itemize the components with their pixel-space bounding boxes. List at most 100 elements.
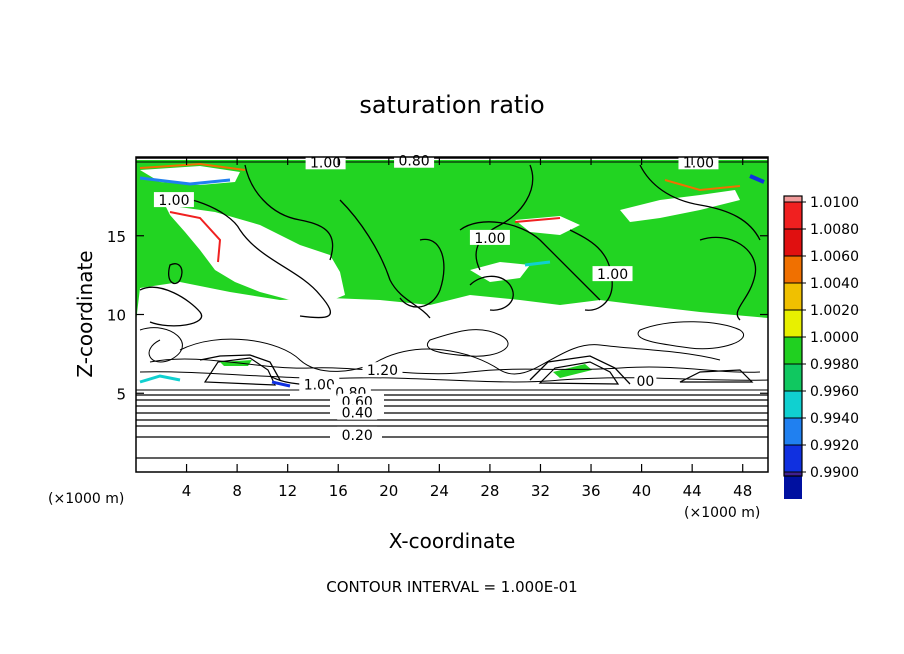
contour-line — [399, 238, 445, 308]
colorbar-swatch — [784, 256, 802, 283]
lower-edge-blue — [271, 380, 291, 388]
contour-interval-footer: CONTOUR INTERVAL = 1.000E-01 — [326, 578, 577, 596]
contour-label: 1.00 — [597, 267, 628, 283]
lower-edge-cyan — [139, 374, 181, 384]
contour-lines — [136, 157, 769, 459]
x-axis-label: X-coordinate — [389, 529, 516, 553]
colorbar-level-label: 0.9920 — [810, 438, 859, 454]
x-tick-label: 48 — [733, 482, 752, 500]
contour-label: 1.00 — [683, 155, 714, 171]
field-blue-edge-left — [139, 176, 231, 186]
contour-line — [459, 221, 601, 301]
contour-line — [179, 338, 721, 375]
contour-line — [139, 371, 769, 383]
saturation-field — [136, 160, 768, 322]
contour-line — [469, 275, 514, 311]
x-axis-unit-right: (×1000 m) — [684, 505, 760, 521]
x-tick-label: 12 — [278, 482, 297, 500]
colorbar-level-label: 1.0080 — [810, 222, 859, 238]
contour-label-bg — [337, 404, 378, 420]
field-white-patch-band — [136, 282, 768, 322]
contour-label: 1.00 — [310, 155, 341, 171]
colorbar-swatch — [784, 310, 802, 337]
x-tick-label: 40 — [632, 482, 651, 500]
x-tick-label: 44 — [683, 482, 702, 500]
colorbar-swatch — [784, 337, 802, 364]
x-axis: 4 8 12 16 20 24 28 32 36 40 44 48 — [182, 157, 752, 500]
contour-line — [159, 196, 332, 319]
colorbar-swatch — [784, 391, 802, 418]
colorbar-swatch — [784, 229, 802, 256]
x-tick-label: 16 — [329, 482, 348, 500]
x-tick-label: 36 — [581, 482, 600, 500]
lower-blob-mid-green — [553, 364, 592, 378]
plot-area: 1.00 0.80 1.001.001.001.001.201.00 0.800.60… — [135, 152, 769, 473]
contour-label-bg — [678, 154, 719, 170]
contour-line — [244, 164, 334, 261]
contour-line — [199, 354, 281, 381]
colorbar-frame — [783, 195, 803, 477]
colorbar-swatch — [784, 418, 802, 445]
colorbar-level-label: 1.0000 — [810, 330, 859, 346]
contour-line — [427, 329, 509, 357]
x-axis-unit-left: (×1000 m) — [48, 491, 124, 507]
field-cyan-edge — [524, 260, 551, 267]
contour-label: 0.80 — [398, 154, 429, 170]
contour-label-bg — [153, 192, 194, 208]
colorbar-level-label: 0.9980 — [810, 357, 859, 373]
x-tick-label: 24 — [430, 482, 449, 500]
contour-label: 0.40 — [342, 406, 373, 422]
colorbar-swatch — [784, 364, 802, 391]
contour-label-bg — [337, 426, 378, 442]
contour-label: 1.00 — [304, 377, 335, 393]
field-blue-edge-right — [749, 174, 765, 184]
contour-label-bg — [362, 362, 403, 378]
colorbar-level-label: 1.0060 — [810, 249, 859, 265]
contour-label: 00 — [636, 374, 654, 390]
contour-line — [475, 164, 534, 271]
contour-line — [168, 263, 183, 285]
contour-label: 0.20 — [342, 428, 373, 444]
colorbar-level-label: 0.9940 — [810, 411, 859, 427]
y-axis-label: Z-coordinate — [73, 250, 97, 377]
colorbar-swatch — [784, 283, 802, 310]
colorbar-swatch — [784, 202, 802, 229]
contour-label: 1.20 — [367, 363, 398, 379]
contour-label: 1.00 — [474, 231, 505, 247]
contour-line — [637, 321, 744, 350]
x-tick-label: 4 — [182, 482, 192, 500]
contour-line — [149, 358, 761, 375]
y-axis: 5 10 15 — [107, 228, 768, 403]
contour-label-bg — [634, 373, 657, 389]
field-red-edge-mid — [514, 217, 561, 223]
colorbar-level-label: 0.9960 — [810, 384, 859, 400]
contour-line — [639, 164, 761, 241]
colorbar-level-label: 0.9900 — [810, 465, 859, 481]
y-tick-label: 15 — [107, 228, 126, 246]
colorbar-swatch — [784, 445, 802, 472]
colorbar-swatch — [784, 472, 802, 476]
colorbar-level-label: 1.0100 — [810, 195, 859, 211]
contour-label-bg — [305, 154, 346, 170]
chart-title: saturation ratio — [359, 91, 544, 119]
colorbar-swatch — [784, 472, 802, 499]
x-tick-label: 20 — [379, 482, 398, 500]
x-tick-label: 8 — [232, 482, 242, 500]
colorbar-swatch — [784, 196, 802, 202]
contour-label-bg — [299, 376, 340, 392]
colorbar-level-label: 1.0020 — [810, 303, 859, 319]
contour-labels: 1.00 0.80 1.001.001.001.001.201.00 0.800.60… — [153, 152, 719, 444]
contour-line — [139, 327, 183, 363]
contour-label-bg — [592, 266, 633, 282]
field-red-edge-left — [169, 211, 222, 263]
field-orange-edge-right — [664, 179, 741, 192]
y-tick-label: 5 — [116, 385, 126, 403]
y-tick-label: 10 — [107, 307, 126, 325]
colorbar: 1.0100 1.0080 1.0060 1.0040 1.0020 1.0000 0.99… — [783, 195, 859, 499]
contour-label: 1.00 — [158, 193, 189, 209]
field-orange-edge-top — [139, 162, 246, 171]
x-tick-label: 28 — [480, 482, 499, 500]
contour-line — [139, 286, 203, 327]
x-tick-label: 32 — [531, 482, 550, 500]
